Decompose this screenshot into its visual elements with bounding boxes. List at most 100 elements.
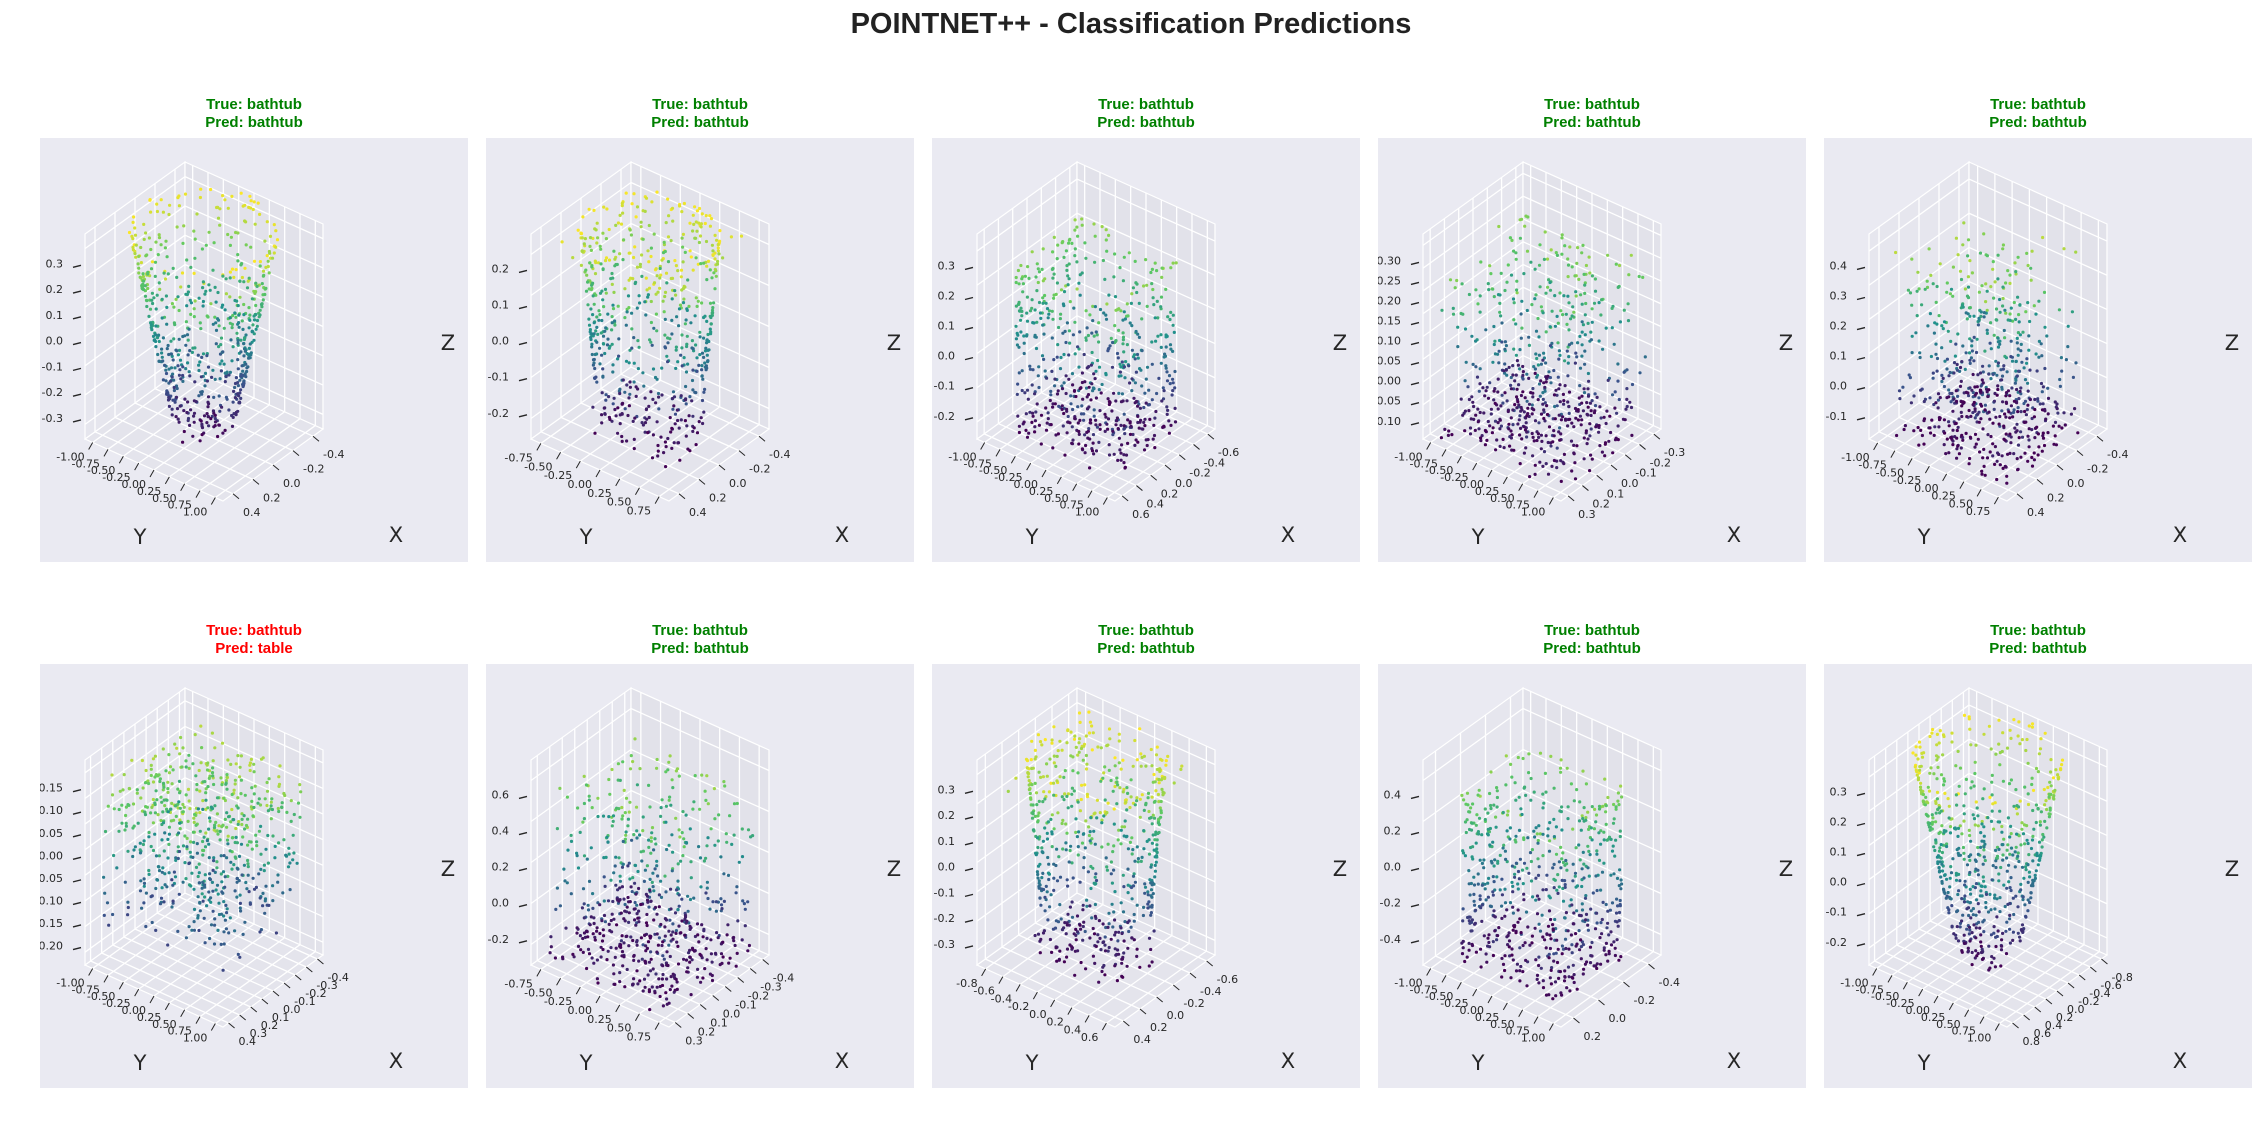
data-point bbox=[189, 840, 193, 844]
data-point bbox=[179, 735, 183, 740]
gridline bbox=[1522, 263, 1662, 328]
tick-mark bbox=[654, 1022, 660, 1030]
data-point bbox=[624, 323, 628, 327]
data-point bbox=[569, 892, 573, 896]
data-point bbox=[1151, 287, 1155, 292]
data-point bbox=[600, 413, 604, 417]
data-point bbox=[1112, 391, 1116, 395]
data-point bbox=[1585, 412, 1589, 416]
data-point bbox=[238, 893, 242, 897]
data-point bbox=[196, 916, 200, 920]
data-point bbox=[713, 257, 717, 261]
data-point bbox=[1928, 426, 1932, 430]
data-point bbox=[588, 236, 593, 240]
data-point bbox=[1166, 315, 1170, 319]
data-point bbox=[1978, 388, 1982, 392]
data-point bbox=[612, 249, 616, 253]
gridline bbox=[1422, 263, 1524, 338]
data-point bbox=[669, 887, 673, 891]
z-tick-label: 0.00 bbox=[40, 849, 63, 862]
data-point bbox=[213, 285, 217, 289]
data-point bbox=[675, 888, 679, 892]
data-point bbox=[151, 757, 155, 761]
data-point bbox=[250, 799, 254, 803]
data-point bbox=[178, 752, 182, 756]
data-point bbox=[1555, 466, 1559, 470]
tick-mark bbox=[1856, 356, 1866, 361]
data-point bbox=[1593, 392, 1597, 396]
data-point bbox=[1171, 349, 1175, 353]
z-axis-label: Z bbox=[441, 857, 455, 881]
data-point bbox=[1555, 393, 1559, 397]
data-point bbox=[1164, 364, 1168, 368]
data-point bbox=[1546, 472, 1551, 476]
data-point bbox=[710, 276, 714, 280]
data-point bbox=[1922, 399, 1926, 404]
tick-mark bbox=[195, 490, 201, 498]
data-point bbox=[1994, 415, 1998, 419]
data-point bbox=[584, 783, 589, 787]
data-point bbox=[179, 377, 183, 381]
data-point bbox=[1589, 427, 1593, 431]
data-point bbox=[222, 942, 226, 946]
data-point bbox=[610, 767, 614, 772]
data-point bbox=[2011, 415, 2015, 419]
data-point bbox=[1550, 309, 1554, 313]
data-point bbox=[133, 845, 137, 849]
data-point bbox=[223, 885, 227, 889]
tick-mark bbox=[1072, 483, 1078, 492]
data-point bbox=[256, 801, 260, 805]
y-tick-label: -0.25 bbox=[102, 471, 130, 484]
gridline bbox=[1045, 397, 1147, 471]
y-axis-label: Y bbox=[133, 525, 147, 549]
data-point bbox=[1099, 391, 1103, 395]
data-point bbox=[1625, 404, 1629, 409]
data-point bbox=[638, 979, 642, 983]
data-point bbox=[228, 916, 232, 920]
data-point bbox=[728, 956, 732, 960]
data-point bbox=[186, 819, 190, 823]
data-point bbox=[724, 832, 728, 836]
data-point bbox=[223, 817, 227, 821]
data-point bbox=[1590, 274, 1594, 278]
data-point bbox=[706, 259, 711, 263]
data-point bbox=[2000, 374, 2005, 378]
data-point bbox=[203, 371, 208, 375]
data-point bbox=[700, 368, 704, 372]
data-point bbox=[1942, 418, 1946, 422]
data-point bbox=[1150, 282, 1154, 286]
data-point bbox=[1055, 281, 1059, 285]
data-point bbox=[604, 393, 608, 397]
data-point bbox=[207, 402, 211, 406]
data-point bbox=[175, 746, 179, 750]
data-point bbox=[1503, 371, 1507, 375]
data-point bbox=[227, 931, 231, 935]
data-point bbox=[1574, 290, 1578, 294]
data-point bbox=[590, 264, 594, 268]
subplot-title: True: bathtub Pred: table bbox=[40, 622, 468, 658]
data-point bbox=[1586, 437, 1590, 441]
data-point bbox=[1500, 321, 1504, 325]
data-point bbox=[266, 861, 270, 865]
data-point bbox=[1994, 307, 1999, 311]
data-point bbox=[1628, 400, 1632, 404]
data-point bbox=[292, 851, 296, 855]
subplot-title: True: bathtub Pred: bathtub bbox=[486, 622, 914, 658]
data-point bbox=[586, 303, 590, 307]
data-point bbox=[630, 202, 634, 206]
data-point bbox=[124, 813, 128, 818]
data-point bbox=[621, 378, 625, 382]
data-point bbox=[228, 243, 232, 247]
tick-mark bbox=[180, 483, 186, 492]
data-point bbox=[708, 301, 713, 305]
data-point bbox=[174, 856, 178, 860]
data-point bbox=[151, 780, 156, 784]
data-point bbox=[743, 907, 747, 911]
x-tick-label: 0.2 bbox=[263, 491, 281, 504]
data-point bbox=[2009, 404, 2013, 408]
tick-mark bbox=[1102, 497, 1108, 505]
data-point bbox=[1938, 262, 1942, 266]
data-point bbox=[1933, 425, 1937, 429]
data-point bbox=[1020, 369, 1024, 373]
data-point bbox=[602, 856, 606, 860]
